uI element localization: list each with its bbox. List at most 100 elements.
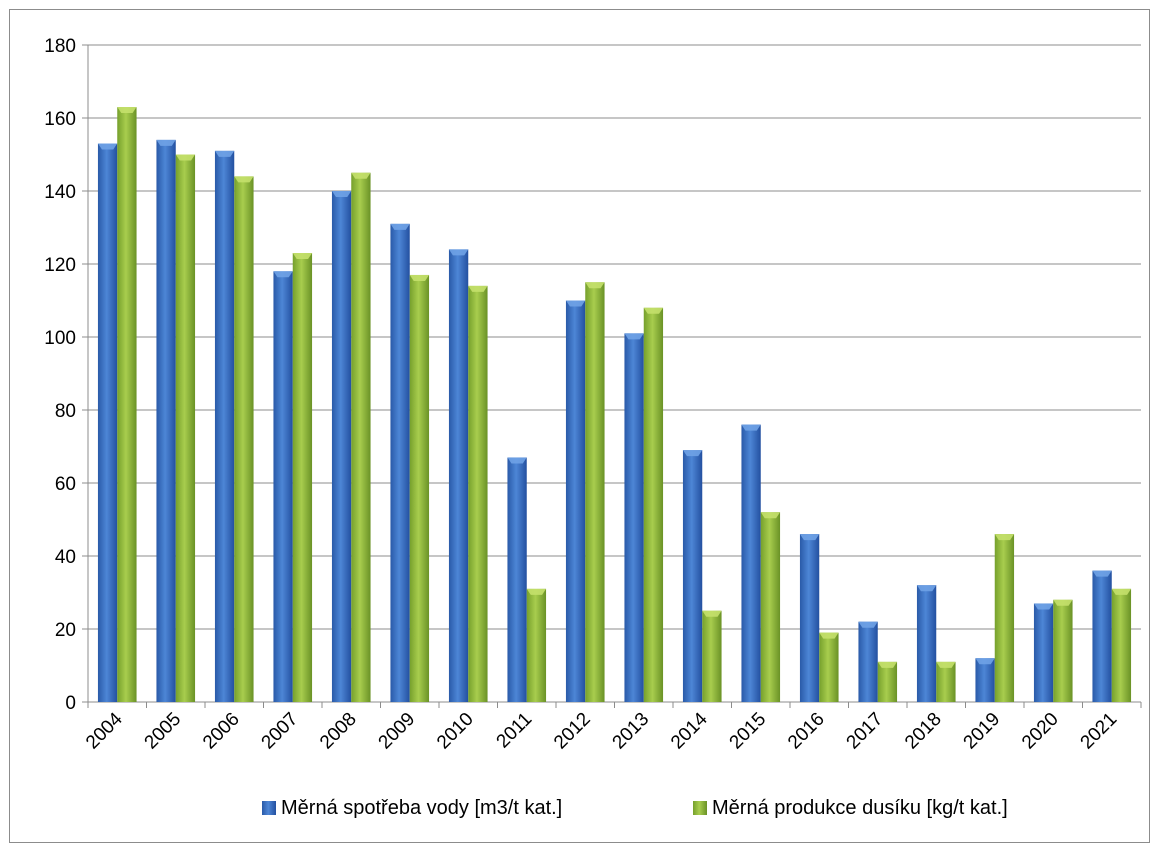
legend-label-water: Měrná spotřeba vody [m3/t kat.] bbox=[281, 797, 562, 819]
bar-cap bbox=[1092, 570, 1112, 577]
bar-nitrogen bbox=[643, 307, 664, 702]
bar-cap bbox=[156, 139, 176, 146]
bar-water bbox=[1092, 570, 1112, 702]
x-tick-label: 2005 bbox=[141, 709, 186, 754]
bar-nitrogen bbox=[936, 661, 956, 702]
bar-nitrogen bbox=[409, 274, 430, 702]
bar-cap bbox=[175, 154, 196, 161]
x-tick-label: 2004 bbox=[82, 708, 127, 753]
bar-water bbox=[624, 333, 644, 702]
bar-water bbox=[507, 457, 527, 702]
bar-nitrogen bbox=[819, 632, 839, 702]
bar-cap bbox=[819, 632, 839, 639]
bar-water bbox=[1033, 603, 1054, 702]
bar-nitrogen bbox=[1111, 588, 1132, 702]
axes bbox=[82, 44, 1142, 708]
y-tick-label: 40 bbox=[55, 547, 76, 568]
bar-cap bbox=[1033, 603, 1054, 610]
chart-frame: 0 20 40 60 80 100 120 140 160 180 2004 2005 2006 2007… bbox=[9, 9, 1150, 843]
x-tick-label: 2017 bbox=[843, 709, 888, 754]
grid-lines bbox=[88, 44, 1141, 630]
legend-swatch-water bbox=[262, 801, 276, 815]
bar-nitrogen bbox=[1053, 599, 1073, 702]
x-tick-label: 2009 bbox=[375, 709, 420, 754]
bar-water bbox=[97, 143, 118, 703]
x-tick-label: 2011 bbox=[493, 709, 537, 753]
legend-swatch-nitrogen bbox=[693, 801, 707, 815]
bar-cap bbox=[214, 150, 235, 157]
bar-cap bbox=[760, 512, 781, 519]
y-tick-label: 0 bbox=[65, 693, 76, 714]
bar-cap bbox=[448, 249, 469, 256]
bar-cap bbox=[390, 223, 410, 230]
y-tick-label: 100 bbox=[44, 328, 76, 349]
y-tick-label: 20 bbox=[55, 620, 76, 641]
bar-nitrogen bbox=[877, 661, 898, 702]
bar-cap bbox=[858, 621, 878, 628]
bar-cap bbox=[1111, 588, 1132, 595]
bar-cap bbox=[1053, 599, 1073, 606]
y-tick-label: 180 bbox=[44, 36, 76, 57]
bar-cap bbox=[565, 300, 586, 307]
bar-cap bbox=[741, 424, 761, 431]
bar-water bbox=[916, 585, 937, 702]
bar-nitrogen bbox=[468, 285, 488, 702]
bar-cap bbox=[975, 658, 995, 665]
bar-water bbox=[799, 534, 820, 702]
bar-nitrogen bbox=[585, 282, 605, 702]
bar-cap bbox=[916, 585, 937, 592]
bar-water bbox=[331, 191, 352, 702]
bar-water bbox=[858, 621, 878, 702]
bar-water bbox=[273, 271, 293, 702]
bar-water bbox=[741, 424, 761, 702]
bar-cap bbox=[507, 457, 527, 464]
x-tick-label: 2008 bbox=[316, 709, 361, 754]
bar-nitrogen bbox=[292, 253, 313, 703]
y-tick-label: 140 bbox=[44, 182, 76, 203]
bar-cap bbox=[799, 534, 820, 541]
bar-cap bbox=[936, 661, 956, 668]
y-tick-label: 120 bbox=[44, 255, 76, 276]
bar-cap bbox=[97, 143, 118, 150]
x-tick-label: 2013 bbox=[609, 709, 654, 754]
bar-water bbox=[975, 658, 995, 702]
bar-water bbox=[214, 150, 235, 703]
bar-water bbox=[390, 223, 410, 702]
bar-nitrogen bbox=[760, 512, 781, 702]
bar-cap bbox=[351, 172, 371, 179]
x-tick-label: 2006 bbox=[199, 709, 244, 754]
bar-cap bbox=[292, 253, 313, 260]
bar-cap bbox=[702, 610, 722, 617]
bar-cap bbox=[624, 333, 644, 340]
bar-water bbox=[565, 300, 586, 702]
x-tick-label: 2014 bbox=[667, 708, 712, 753]
bar-cap bbox=[409, 274, 430, 281]
legend-label-nitrogen: Měrná produkce dusíku [kg/t kat.] bbox=[712, 797, 1008, 819]
bar-water bbox=[682, 450, 703, 702]
bar-nitrogen bbox=[994, 534, 1015, 702]
bar-cap bbox=[526, 588, 547, 595]
bar-cap bbox=[117, 107, 137, 114]
bar-cap bbox=[234, 176, 254, 183]
bars bbox=[97, 107, 1132, 703]
bar-chart: 0 20 40 60 80 100 120 140 160 180 2004 2005 2006 2007… bbox=[44, 36, 1142, 819]
x-tick-label: 2007 bbox=[258, 709, 303, 754]
x-tick-label: 2015 bbox=[726, 709, 771, 754]
y-tick-label: 160 bbox=[44, 109, 76, 130]
x-tick-label: 2012 bbox=[550, 709, 595, 754]
bar-nitrogen bbox=[702, 610, 722, 702]
bar-nitrogen bbox=[351, 172, 371, 702]
x-tick-label: 2020 bbox=[1018, 709, 1063, 754]
bar-nitrogen bbox=[234, 176, 254, 702]
bar-nitrogen bbox=[175, 154, 196, 702]
x-tick-label: 2010 bbox=[433, 709, 478, 754]
bar-nitrogen bbox=[526, 588, 547, 702]
x-tick-label: 2019 bbox=[960, 709, 1005, 754]
y-tick-label: 80 bbox=[55, 401, 76, 422]
bar-cap bbox=[468, 285, 488, 292]
bar-cap bbox=[643, 307, 664, 314]
bar-cap bbox=[682, 450, 703, 457]
x-tick-label: 2016 bbox=[784, 709, 829, 754]
bar-cap bbox=[585, 282, 605, 289]
bar-cap bbox=[273, 271, 293, 278]
